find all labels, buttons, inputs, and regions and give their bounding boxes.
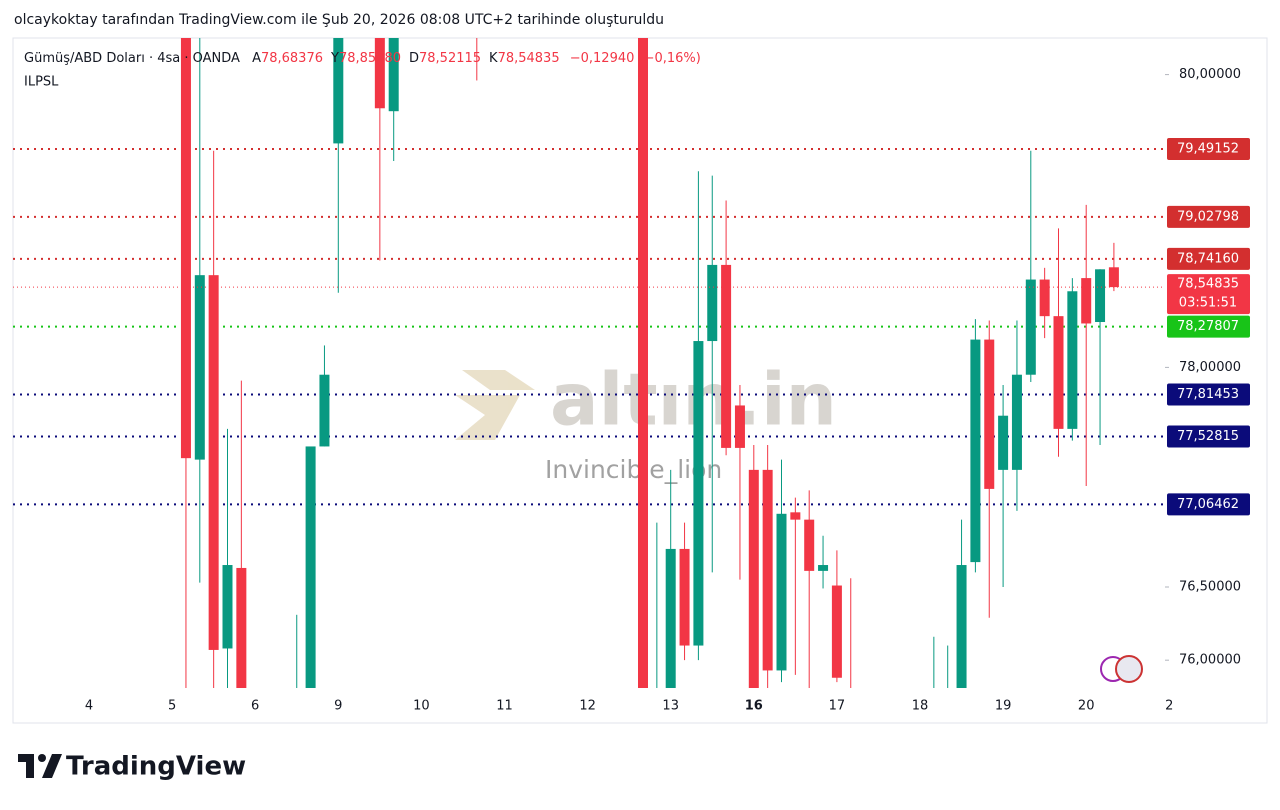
- x-tick-label: 10: [413, 699, 430, 714]
- axes: 76,00000 76,50000 78,00000 80,00000 4 5 6 9 10 11…: [85, 67, 1250, 714]
- y-tick-label: 78,00000: [1179, 360, 1241, 375]
- candle-body: [236, 567, 247, 688]
- level-box: [1167, 425, 1250, 448]
- level-label: 79,49152: [1177, 142, 1239, 157]
- level-box: [1167, 383, 1250, 406]
- candle-body: [748, 469, 759, 688]
- candle-body: [1067, 291, 1078, 429]
- candle-body: [831, 585, 842, 678]
- y-tick-label: 76,00000: [1179, 653, 1241, 668]
- tv-icon-dot: [38, 754, 46, 762]
- candle-body: [1053, 316, 1064, 429]
- ohlc-value: 78,54835: [498, 51, 560, 66]
- legend: Gümüş/ABD Doları · 4sa · OANDA A78,68376…: [24, 51, 701, 90]
- level-label: 79,02798: [1177, 209, 1239, 224]
- x-tick-label: 18: [912, 699, 929, 714]
- symbol: Gümüş/ABD Doları · 4sa · OANDA: [24, 51, 240, 66]
- x-tick-label: 16: [745, 699, 763, 714]
- currency-flag: [1100, 655, 1143, 683]
- ohlc-key: Y: [330, 51, 339, 66]
- candle-body: [1108, 267, 1119, 288]
- tv-brand: TradingView: [66, 752, 246, 782]
- x-tick-label: 2: [1165, 699, 1173, 714]
- candle-body: [374, 38, 385, 109]
- candle-body: [208, 275, 219, 650]
- x-tick-label: 11: [496, 699, 513, 714]
- tv-logo: TradingView: [18, 752, 246, 782]
- last-price-label: 78,54835: [1177, 277, 1239, 292]
- candle-body: [194, 275, 205, 460]
- countdown: 03:51:51: [1179, 296, 1237, 311]
- candle-body: [721, 264, 732, 448]
- candle-body: [1025, 279, 1036, 375]
- plot-area: [13, 38, 1165, 688]
- candle-body: [707, 264, 718, 342]
- x-tick-label: 19: [995, 699, 1012, 714]
- level-box: [1167, 493, 1250, 516]
- x-tick-label: 4: [85, 699, 93, 714]
- candle-body: [319, 374, 330, 447]
- ohlc-key: D: [409, 51, 419, 66]
- legend-line: Gümüş/ABD Doları · 4sa · OANDA A78,68376…: [24, 51, 701, 66]
- candle-body: [222, 565, 233, 649]
- candle-body: [956, 565, 967, 688]
- candle-body: [734, 405, 745, 448]
- ohlc: A78,68376 Y78,85080 D78,52115 K78,54835: [252, 51, 560, 66]
- x-tick-label: 5: [168, 699, 176, 714]
- candle-body: [1095, 269, 1106, 323]
- candle-body: [665, 548, 676, 688]
- candle-body: [180, 38, 191, 459]
- candle-body: [984, 339, 995, 489]
- candle-body: [790, 512, 801, 520]
- y-tick-label: 80,00000: [1179, 67, 1241, 82]
- level-box: [1167, 205, 1250, 228]
- candle-body: [679, 548, 690, 646]
- tv-icon: [18, 754, 62, 778]
- caption: olcaykoktay tarafından TradingView.com i…: [14, 12, 664, 28]
- ohlc-value: 78,68376: [261, 51, 323, 66]
- level-label: 77,06462: [1177, 497, 1239, 512]
- ohlc-value: 78,85080: [339, 51, 401, 66]
- level-label: 77,52815: [1177, 429, 1239, 444]
- x-tick-label: 13: [662, 699, 679, 714]
- watermark-author: Invincible_lion: [545, 455, 722, 484]
- indicator: ILPSL: [24, 75, 59, 90]
- level-label: 78,27807: [1177, 319, 1239, 334]
- x-tick-label: 20: [1078, 699, 1095, 714]
- level-box: [1167, 138, 1250, 161]
- watermark-icon: [455, 370, 535, 440]
- level-label: 78,74160: [1177, 251, 1239, 266]
- level-label: 77,81453: [1177, 387, 1239, 402]
- flag-icon: [1115, 655, 1143, 683]
- candle-body: [1081, 278, 1092, 324]
- candle-body: [818, 565, 829, 571]
- ohlc-key: K: [489, 51, 498, 66]
- candle-body: [970, 339, 981, 563]
- candle-body: [638, 38, 648, 688]
- level-box: [1167, 247, 1250, 270]
- x-tick-label: 17: [829, 699, 846, 714]
- y-tick-label: 76,50000: [1179, 579, 1241, 594]
- level-box: [1167, 315, 1250, 338]
- last-price-box: [1167, 274, 1250, 315]
- candle-body: [762, 469, 773, 671]
- candle-body: [804, 519, 815, 571]
- x-tick-label: 9: [334, 699, 342, 714]
- candle-body: [1011, 374, 1022, 470]
- candle-body: [776, 513, 787, 671]
- x-tick-label: 12: [579, 699, 596, 714]
- ohlc-key: A: [252, 51, 261, 66]
- candle-body: [998, 415, 1009, 470]
- ohlc-value: 78,52115: [419, 51, 481, 66]
- x-tick-label: 6: [251, 699, 259, 714]
- candle-body: [1039, 279, 1050, 317]
- candle-body: [693, 341, 704, 646]
- change: −0,12940 (−0,16%): [570, 51, 701, 66]
- candle-body: [388, 38, 399, 112]
- candle-body: [305, 446, 316, 688]
- candle-body: [333, 38, 344, 144]
